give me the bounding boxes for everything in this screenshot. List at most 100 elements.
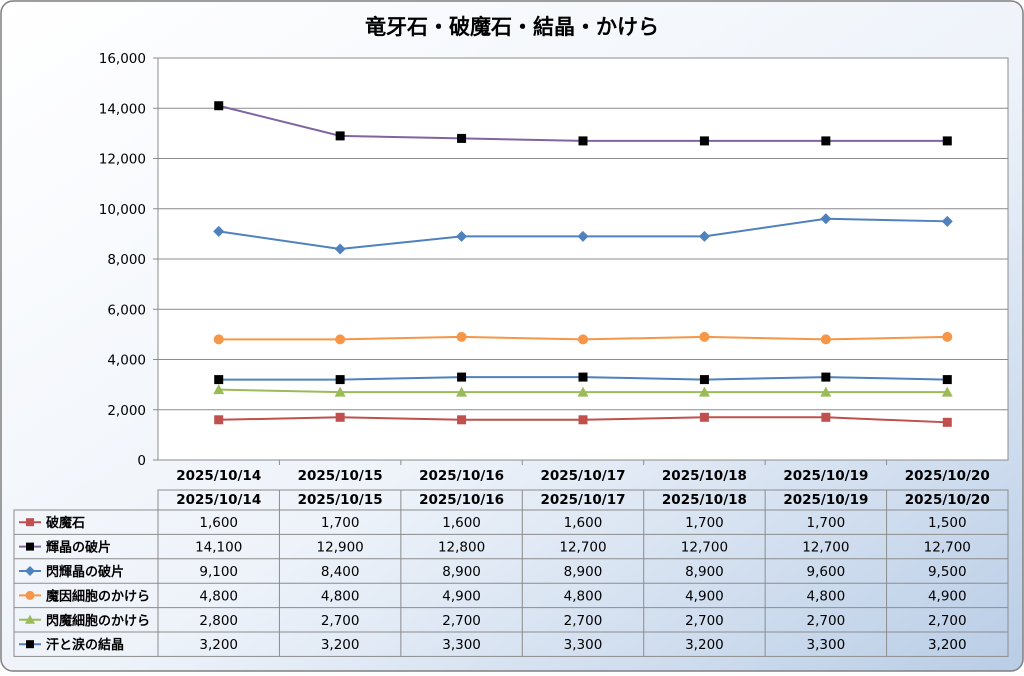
- data-point: [578, 372, 588, 382]
- table-cell: 12,700: [924, 540, 971, 556]
- legend-entry: 閃輝晶の破片: [19, 564, 124, 580]
- data-point: [213, 384, 225, 395]
- data-point: [457, 415, 467, 425]
- legend-label: 輝晶の破片: [46, 540, 111, 556]
- data-point: [578, 136, 588, 146]
- table-cell: 4,800: [807, 588, 846, 604]
- table-cell: 1,600: [564, 515, 603, 531]
- legend-marker: [25, 590, 35, 600]
- legend-entry: 輝晶の破片: [19, 540, 111, 556]
- table-cell: 1,600: [199, 515, 238, 531]
- data-point: [698, 230, 710, 242]
- table-cell: 12,900: [317, 540, 364, 556]
- legend-label: 汗と涙の結晶: [46, 637, 124, 653]
- x-tick-label: 2025/10/17: [540, 468, 625, 484]
- table-cell: 3,200: [321, 637, 360, 653]
- table-cell: 8,900: [442, 564, 481, 580]
- table-header-cell: 2025/10/16: [419, 492, 504, 508]
- chart-title: 竜牙石・破魔石・結晶・かけら: [365, 15, 659, 39]
- table-cell: 12,800: [438, 540, 485, 556]
- data-point: [456, 386, 468, 397]
- data-point: [942, 417, 952, 427]
- plot-area: 0 2,000 4,000 6,000 8,000 10,000 12,000 14,000 1…: [99, 51, 1009, 484]
- table-cell: 2,700: [321, 613, 360, 629]
- data-point: [699, 136, 709, 146]
- legend-marker: [25, 614, 35, 624]
- table-cell: 4,800: [199, 588, 238, 604]
- data-point: [699, 375, 709, 385]
- legend-marker: [25, 566, 35, 576]
- table-cell: 2,700: [564, 613, 603, 629]
- table-cell: 1,700: [807, 515, 846, 531]
- table-cell: 4,800: [564, 588, 603, 604]
- series-5: [214, 372, 952, 385]
- table-cell: 3,300: [564, 637, 603, 653]
- data-point: [335, 412, 345, 422]
- table-cell: 8,400: [321, 564, 360, 580]
- table-cell: 2,700: [685, 613, 724, 629]
- table-cell: 2,700: [442, 613, 481, 629]
- table-header-cell: 2025/10/14: [176, 492, 261, 508]
- data-point: [821, 372, 831, 382]
- legend-label: 破魔石: [46, 515, 85, 531]
- data-point: [941, 215, 953, 227]
- data-point: [820, 386, 832, 397]
- data-point: [214, 375, 224, 385]
- data-point: [821, 412, 831, 422]
- legend-label: 閃魔細胞のかけら: [46, 613, 150, 629]
- table-cell: 3,300: [442, 637, 481, 653]
- data-point: [578, 334, 588, 345]
- table-cell: 3,300: [807, 637, 846, 653]
- series-4: [213, 384, 953, 397]
- legend-marker: [26, 518, 34, 527]
- legend-entry: 魔因細胞のかけら: [19, 588, 150, 604]
- series-2: [213, 213, 953, 255]
- y-tick-label: 2,000: [107, 403, 146, 419]
- y-tick-label: 14,000: [99, 101, 146, 117]
- data-table: 2025/10/14 2025/10/15 2025/10/16 2025/10/17…: [13, 489, 1009, 657]
- table-cell: 1,500: [928, 515, 967, 531]
- table-cell: 9,100: [199, 564, 238, 580]
- legend-label: 魔因細胞のかけら: [46, 588, 150, 604]
- data-point: [577, 386, 589, 397]
- legend-marker: [26, 640, 34, 649]
- table-header-cell: 2025/10/20: [905, 492, 990, 508]
- y-tick-label: 16,000: [99, 51, 146, 67]
- table-cell: 2,800: [199, 613, 238, 629]
- table-cell: 1,700: [685, 515, 724, 531]
- legend-entry: 汗と涙の結晶: [19, 637, 124, 653]
- table-cell: 4,900: [928, 588, 967, 604]
- table-header-cell: 2025/10/17: [540, 492, 625, 508]
- series-1: [214, 101, 952, 146]
- table-header-cell: 2025/10/19: [783, 492, 868, 508]
- table-cell: 9,500: [928, 564, 967, 580]
- series-3: [213, 331, 953, 345]
- y-tick-label: 8,000: [107, 252, 146, 268]
- data-point: [334, 386, 346, 397]
- legend-entry: 閃魔細胞のかけら: [19, 613, 150, 629]
- data-point: [941, 386, 953, 397]
- data-point: [942, 136, 952, 146]
- data-point: [577, 230, 589, 242]
- table-cell: 2,700: [928, 613, 967, 629]
- table-cell: 3,200: [199, 637, 238, 653]
- y-tick-label: 10,000: [99, 202, 146, 218]
- data-point: [942, 375, 952, 385]
- data-point: [942, 331, 953, 342]
- table-cell: 3,200: [685, 637, 724, 653]
- data-point: [334, 243, 346, 255]
- data-point: [335, 334, 346, 345]
- x-tick-label: 2025/10/18: [662, 468, 747, 484]
- table-cell: 8,900: [564, 564, 603, 580]
- table-cell: 3,200: [928, 637, 967, 653]
- data-point: [456, 230, 468, 242]
- data-point: [698, 386, 710, 397]
- data-point: [214, 415, 224, 425]
- data-point: [456, 331, 467, 342]
- table-cell: 14,100: [195, 540, 242, 556]
- y-tick-label: 12,000: [99, 152, 146, 168]
- x-tick-label: 2025/10/20: [905, 468, 990, 484]
- data-point: [578, 415, 588, 425]
